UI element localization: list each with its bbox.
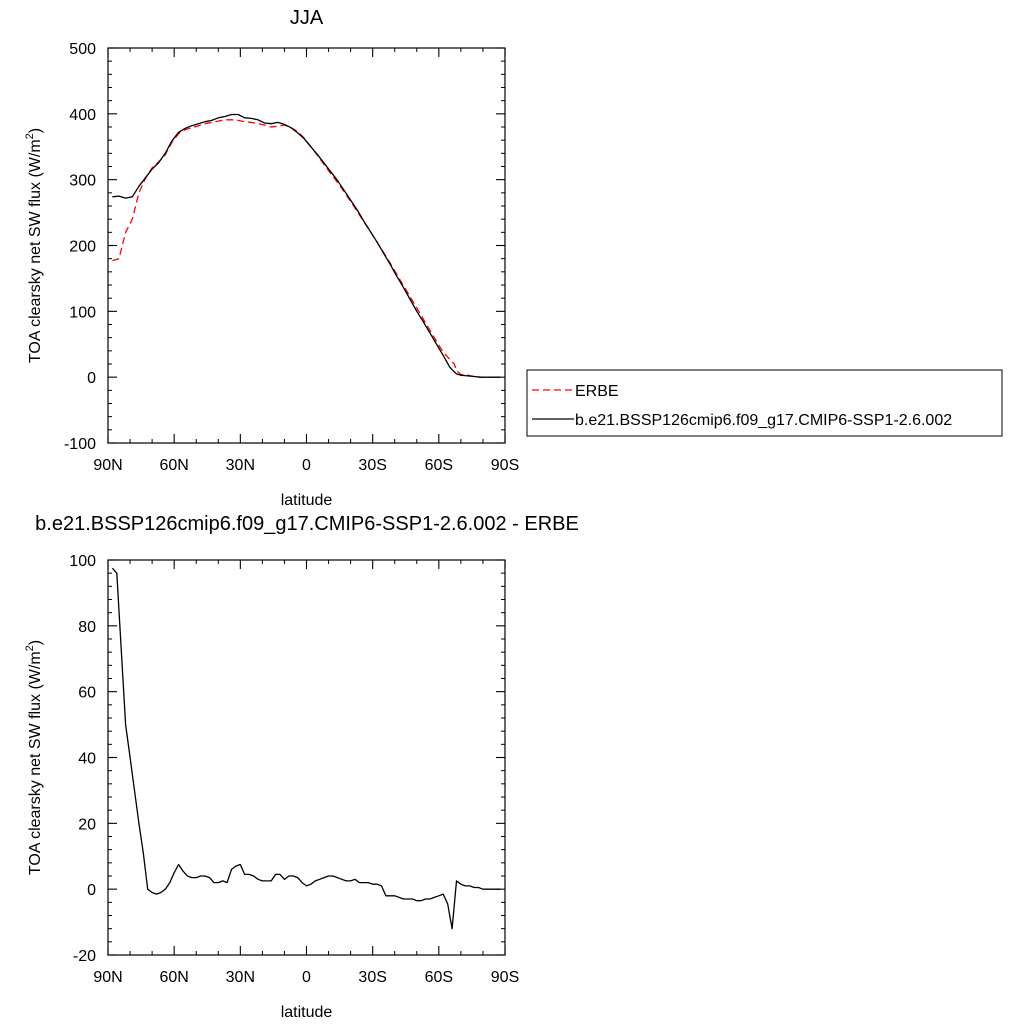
x-tick-label: 60N bbox=[159, 969, 188, 986]
series-line-0 bbox=[112, 119, 501, 378]
y-tick-label: 60 bbox=[78, 685, 96, 702]
x-tick-label: 90S bbox=[491, 457, 519, 474]
x-tick-label: 30S bbox=[358, 457, 386, 474]
plot-frame bbox=[107, 559, 506, 956]
y-axis-label: TOA clearsky net SW flux (W/m2) bbox=[24, 128, 44, 363]
x-tick-label: 90S bbox=[491, 969, 519, 986]
plot-frame bbox=[107, 47, 506, 444]
chart-title: JJA bbox=[290, 7, 324, 29]
y-axis-label-main: TOA clearsky net SW flux (W/m bbox=[27, 651, 44, 875]
y-tick-label: 80 bbox=[78, 619, 96, 636]
y-tick-label: 400 bbox=[69, 107, 96, 124]
y-axis-label-superscript: 2 bbox=[24, 133, 36, 139]
y-tick-label: 300 bbox=[69, 173, 96, 190]
x-axis-label: latitude bbox=[281, 1004, 333, 1021]
legend-box bbox=[526, 369, 1003, 437]
y-tick-label: 100 bbox=[69, 304, 96, 321]
y-axis-label-close: ) bbox=[27, 640, 44, 645]
x-tick-label: 60S bbox=[425, 969, 453, 986]
series-line-1 bbox=[112, 113, 501, 378]
plot-series bbox=[112, 113, 501, 378]
y-tick-label: 0 bbox=[87, 370, 96, 387]
y-axis-ticks: -20 0 20 40 60 80 100 bbox=[69, 553, 505, 965]
series-line-0 bbox=[111, 567, 501, 930]
legend: ERBE b.e21.BSSP126cmip6.f09_g17.CMIP6-SS… bbox=[526, 369, 1003, 437]
y-tick-label: 100 bbox=[69, 553, 96, 570]
y-tick-label: 0 bbox=[87, 882, 96, 899]
x-tick-label: 30N bbox=[226, 969, 255, 986]
legend-label-model: b.e21.BSSP126cmip6.f09_g17.CMIP6-SSP1-2.… bbox=[575, 412, 952, 429]
y-tick-label: 200 bbox=[69, 239, 96, 256]
x-tick-label: 0 bbox=[302, 457, 311, 474]
bottom-chart-panel: b.e21.BSSP126cmip6.f09_g17.CMIP6-SSP1-2.… bbox=[24, 513, 579, 1021]
y-axis-label-superscript: 2 bbox=[24, 645, 36, 651]
chart-title: b.e21.BSSP126cmip6.f09_g17.CMIP6-SSP1-2.… bbox=[35, 513, 579, 535]
x-tick-label: 90N bbox=[93, 969, 122, 986]
plot-series bbox=[111, 567, 501, 930]
y-axis-label: TOA clearsky net SW flux (W/m2) bbox=[24, 640, 44, 875]
y-axis-ticks: -100 0 100 200 300 400 500 bbox=[64, 41, 505, 453]
y-tick-label: 40 bbox=[78, 751, 96, 768]
legend-label-erbe: ERBE bbox=[575, 383, 619, 400]
x-tick-label: 90N bbox=[93, 457, 122, 474]
x-tick-label: 0 bbox=[302, 969, 311, 986]
x-tick-label: 30N bbox=[226, 457, 255, 474]
top-chart-panel: JJA -100 0 100 200 300 400 500 90N 60N 30N 0 30S 60… bbox=[24, 7, 519, 509]
x-tick-label: 60S bbox=[425, 457, 453, 474]
x-axis-ticks: 90N 60N 30N 0 30S 60S 90S bbox=[93, 48, 519, 474]
y-tick-label: 20 bbox=[78, 816, 96, 833]
y-tick-label: -20 bbox=[73, 948, 96, 965]
x-axis-label: latitude bbox=[281, 492, 333, 509]
y-axis-label-main: TOA clearsky net SW flux (W/m bbox=[27, 139, 44, 363]
x-axis-ticks: 90N 60N 30N 0 30S 60S 90S bbox=[93, 560, 519, 986]
y-tick-label: -100 bbox=[64, 436, 96, 453]
y-tick-label: 500 bbox=[69, 41, 96, 58]
y-axis-label-close: ) bbox=[27, 128, 44, 133]
x-tick-label: 60N bbox=[159, 457, 188, 474]
x-tick-label: 30S bbox=[358, 969, 386, 986]
